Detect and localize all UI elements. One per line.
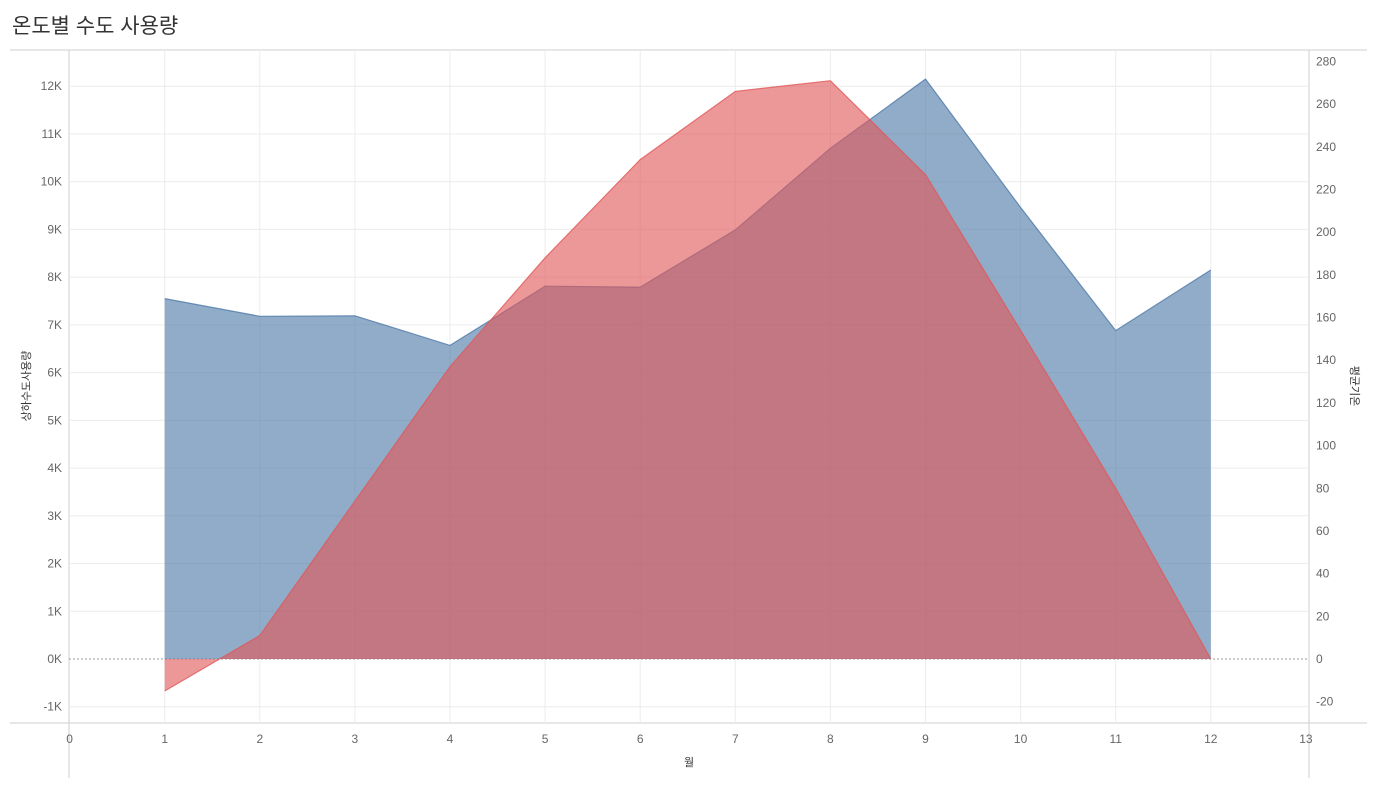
y-left-tick-label: 5K <box>47 413 62 427</box>
chart-title: 온도별 수도 사용량 <box>12 15 179 38</box>
y-left-tick-label: 11K <box>42 127 62 141</box>
y-right-tick-label: -20 <box>1316 695 1334 709</box>
x-axis-title: 월 <box>684 756 694 769</box>
x-tick-label: 1 <box>161 732 168 746</box>
x-tick-label: 10 <box>1014 732 1028 746</box>
temp-line <box>164 80 1212 692</box>
y-right-tick-label: 200 <box>1316 225 1336 239</box>
x-tick-label: 0 <box>66 732 73 746</box>
y-right-tick-label: 100 <box>1316 439 1336 453</box>
x-tick-label: 4 <box>447 732 454 746</box>
y-left-axis-title: 상하수도사용량 <box>19 351 33 422</box>
y-right-tick-label: 260 <box>1316 97 1336 111</box>
x-tick-label: 13 <box>1299 732 1313 746</box>
x-tick-label: 3 <box>352 732 359 746</box>
y-left-tick-label: 4K <box>47 461 62 475</box>
y-right-tick-label: 60 <box>1316 524 1330 538</box>
y-right-tick-label: 280 <box>1316 54 1336 68</box>
y-right-tick-label: 80 <box>1316 481 1330 495</box>
y-right-tick-label: 20 <box>1316 609 1330 623</box>
y-right-tick-label: 0 <box>1316 652 1323 666</box>
y-right-axis-title: 평균기온 <box>1348 366 1361 406</box>
y-right-tick-label: 220 <box>1316 183 1336 197</box>
y-left-tick-label: 10K <box>41 175 62 189</box>
y-left-tick-label: 3K <box>47 509 62 523</box>
y-left-tick-label: 7K <box>47 318 62 332</box>
x-tick-label: 9 <box>922 732 929 746</box>
x-tick-label: 8 <box>827 732 834 746</box>
x-tick-label: 7 <box>732 732 739 746</box>
x-tick-label: 12 <box>1204 732 1218 746</box>
y-left-tick-label: 8K <box>47 270 62 284</box>
x-tick-label: 2 <box>256 732 263 746</box>
x-tick-label: 11 <box>1109 732 1122 746</box>
y-right-tick-label: 240 <box>1316 140 1336 154</box>
y-right-tick-label: 140 <box>1316 353 1336 367</box>
y-right-tick-label: 120 <box>1316 396 1336 410</box>
x-tick-label: 6 <box>637 732 644 746</box>
y-left-tick-label: 9K <box>47 222 62 236</box>
y-right-tick-label: 160 <box>1316 311 1336 325</box>
y-left-tick-label: 0K <box>47 652 62 666</box>
y-right-tick-label: 40 <box>1316 567 1330 581</box>
y-left-tick-label: 1K <box>47 604 62 618</box>
y-left-tick-label: -1K <box>43 700 62 714</box>
x-tick-label: 5 <box>542 732 549 746</box>
y-left-tick-label: 2K <box>47 557 62 571</box>
y-right-tick-label: 180 <box>1316 268 1336 282</box>
y-left-tick-label: 12K <box>41 79 62 93</box>
temp-area <box>164 80 1211 691</box>
y-left-tick-label: 6K <box>47 366 62 380</box>
